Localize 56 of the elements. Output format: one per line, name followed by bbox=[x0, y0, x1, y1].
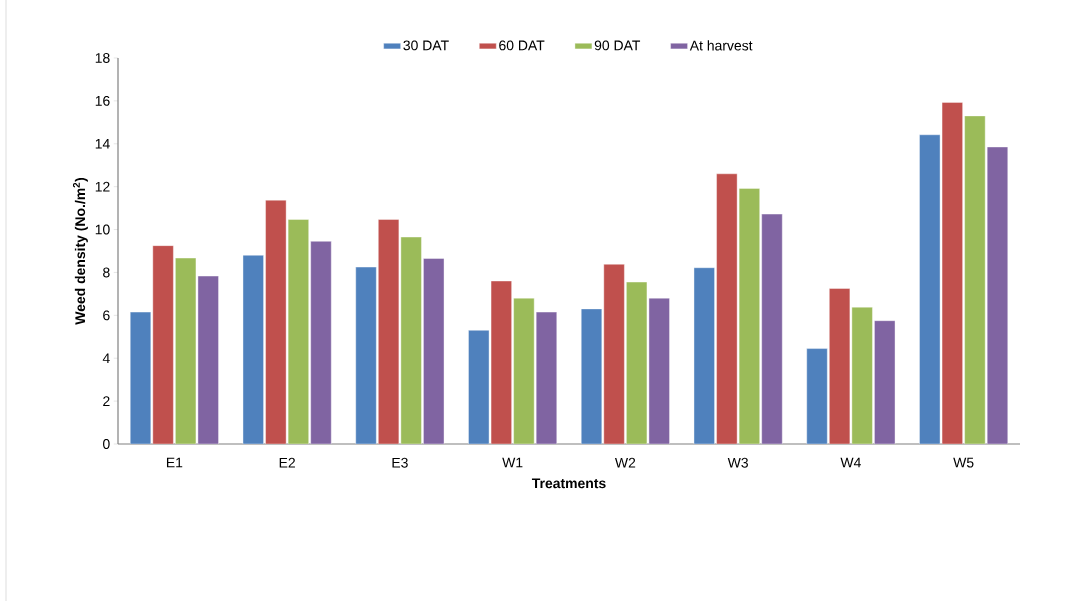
bar bbox=[919, 134, 941, 444]
bar bbox=[242, 255, 264, 444]
x-axis-title: Treatments bbox=[531, 478, 606, 489]
bar bbox=[130, 311, 152, 444]
bar bbox=[468, 330, 490, 444]
x-tick-label: W1 bbox=[502, 457, 523, 468]
bar bbox=[986, 146, 1008, 444]
bar bbox=[829, 288, 851, 444]
bar bbox=[941, 102, 963, 444]
y-tick-label: 18 bbox=[95, 53, 110, 63]
bar bbox=[175, 257, 197, 444]
x-tick-label: E2 bbox=[279, 457, 295, 468]
y-tick-label: 0 bbox=[103, 439, 110, 449]
bar bbox=[400, 236, 422, 444]
bar bbox=[513, 297, 535, 444]
bar bbox=[648, 297, 670, 444]
bar bbox=[716, 173, 738, 444]
y-tick-label: 2 bbox=[103, 396, 110, 406]
x-tick-label: E1 bbox=[166, 457, 183, 468]
legend-label: 30 DAT bbox=[403, 40, 449, 51]
bar bbox=[265, 199, 287, 444]
bar bbox=[603, 264, 625, 444]
x-tick-label: W2 bbox=[614, 457, 636, 468]
bar bbox=[874, 320, 896, 444]
bar bbox=[851, 306, 873, 444]
y-tick-label: 10 bbox=[95, 224, 110, 235]
legend-label: 90 DAT bbox=[594, 40, 641, 51]
bar bbox=[287, 219, 309, 444]
bar bbox=[535, 311, 557, 444]
bar bbox=[152, 245, 174, 444]
x-tick-label: W5 bbox=[953, 457, 974, 468]
bar bbox=[197, 275, 219, 444]
y-axis-title: Weed density (No./m$^{2}$) bbox=[72, 177, 88, 325]
bar bbox=[806, 348, 828, 444]
bar bbox=[693, 267, 715, 444]
x-tick-label: W4 bbox=[840, 457, 861, 468]
bar bbox=[738, 188, 760, 444]
x-tick-label: W3 bbox=[727, 457, 748, 468]
y-tick-label: 8 bbox=[103, 267, 110, 278]
bar bbox=[964, 115, 986, 444]
bar bbox=[310, 241, 332, 444]
legend-label: At harvest bbox=[689, 40, 753, 51]
bar bbox=[378, 219, 400, 444]
bar bbox=[355, 266, 377, 444]
bar bbox=[626, 281, 648, 444]
y-tick-label: 14 bbox=[95, 138, 110, 149]
bar bbox=[423, 258, 445, 444]
y-tick-label: 16 bbox=[95, 95, 110, 106]
bar bbox=[581, 308, 603, 444]
y-tick-label: 6 bbox=[103, 310, 110, 321]
bar bbox=[761, 213, 783, 444]
legend-label: 60 DAT bbox=[499, 40, 545, 51]
x-tick-label: E3 bbox=[392, 457, 408, 468]
bar bbox=[490, 280, 512, 444]
y-tick-label: 12 bbox=[95, 181, 110, 192]
y-tick-label: 4 bbox=[102, 353, 110, 364]
